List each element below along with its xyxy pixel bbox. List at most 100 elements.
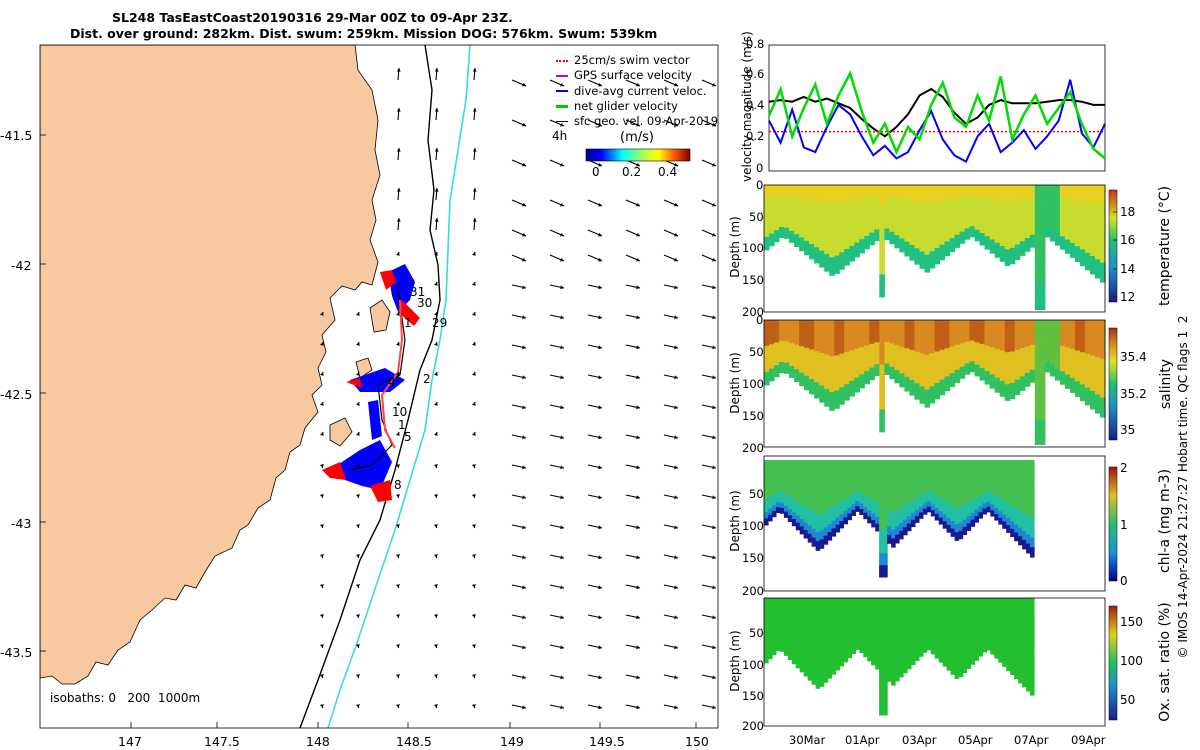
vector-arrow [434,704,438,709]
tasmania-land [40,45,381,685]
vector-arrow [472,644,476,649]
vector-arrow [356,431,360,436]
vector-arrow [396,371,400,376]
vector-arrow [587,554,603,560]
velocity-ytick: 0.6 [746,67,765,81]
map-xtick: 150 [685,734,709,749]
vector-arrow [701,554,717,560]
temp-ytick: 100 [742,241,764,255]
map-ytick: -41.5 [0,128,33,143]
vector-arrow [511,119,527,127]
vector-arrow [320,644,324,649]
vector-arrow [663,614,679,620]
vector-arrow [587,494,603,500]
vector-arrow [511,524,527,530]
temp-cb-label: temperature (°C) [1157,185,1173,306]
current-vector-field [320,67,717,710]
colorbar-unit: (m/s) [620,130,654,145]
vector-arrow [356,524,360,529]
vector-arrow [356,311,360,316]
vector-arrow [434,187,439,201]
vector-arrow [549,404,565,410]
vector-arrow [549,614,565,620]
vector-arrow [434,584,438,589]
vector-arrow [625,554,641,560]
vector-arrow [549,254,565,262]
vector-arrow [663,229,679,237]
chla-cbtick: 2 [1120,461,1128,475]
vector-arrow [434,614,438,619]
temp-cbtick: 12 [1120,290,1136,304]
vector-arrow [549,79,565,87]
ox-cbtick: 100 [1120,654,1143,668]
vector-arrow [549,554,565,560]
vector-arrow [320,401,324,406]
vector-arrow [663,494,679,500]
vector-arrow [663,674,679,680]
vector-arrow [625,229,641,237]
vector-arrow [549,314,565,320]
vector-arrow [511,254,527,262]
vector-arrow [511,704,527,710]
vector-arrow [625,404,641,410]
vector-arrow [472,107,477,121]
island-south [329,417,353,447]
vector-arrow [549,674,565,680]
ox-ytick: 200 [742,719,764,733]
vector-arrow [396,341,400,346]
vector-arrow [356,614,360,619]
glider-track [322,264,420,502]
vector-arrow [356,554,360,559]
vector-arrow [625,119,641,127]
vector-arrow [625,314,641,320]
vector-arrow [472,217,477,231]
vector-arrow [472,674,476,679]
day-marker: 1 [404,316,412,330]
legend-entry: 25cm/s swim vector [556,53,718,68]
vector-arrow [701,674,717,680]
vector-arrow [396,401,400,406]
vector-arrow [701,404,717,410]
vector-arrow [472,554,476,559]
vector-arrow [434,251,438,256]
map-xtick: 149 [500,734,524,749]
temp-cbtick: 16 [1120,233,1136,247]
vector-arrow [549,704,565,710]
vector-arrow [356,401,360,406]
vector-arrow [356,584,360,589]
vector-arrow [511,229,527,237]
map-ytick: -43.5 [0,645,33,660]
vector-arrow [625,79,641,87]
vector-arrow [472,614,476,619]
vector-arrow [587,674,603,680]
day-marker: 1 [398,418,406,432]
vector-arrow [587,284,603,290]
vector-arrow [434,67,439,81]
vector-arrow [663,584,679,590]
vector-arrow [701,374,717,380]
vector-arrow [472,187,477,201]
vector-arrow [625,344,641,350]
map-xtick: 147.5 [204,734,240,749]
chla-cbtick: 1 [1120,518,1128,532]
vector-arrow [549,344,565,350]
vector-arrow [511,284,527,290]
velocity-ytick: 0.8 [746,37,765,51]
vector-arrow [587,644,603,650]
vector-arrow [472,464,476,469]
vector-arrow [663,119,679,127]
chla-cbtick: 0 [1120,574,1128,588]
vector-arrow [625,524,641,530]
day-marker: 29 [432,316,448,330]
vector-arrow [320,311,324,316]
vector-arrow [434,107,439,121]
vector-arrow [701,314,717,320]
vector-arrow [511,554,527,560]
vector-arrow [511,404,527,410]
vector-arrow [625,584,641,590]
vector-arrow [511,464,527,470]
time-xtick: 03Apr [902,733,937,747]
colorbar-tick: 0.2 [622,165,642,179]
vector-arrow [511,434,527,440]
vector-arrow [434,147,439,161]
